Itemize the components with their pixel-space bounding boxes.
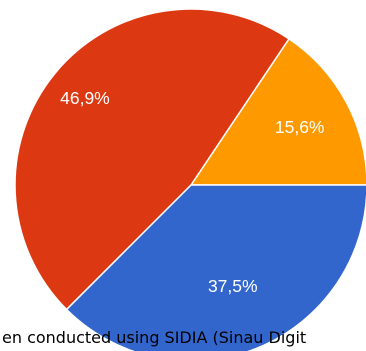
pie-slice bbox=[189, 37, 366, 186]
slice-label: 15,6% bbox=[275, 117, 325, 137]
caption-text: en conducted using SIDIA (Sinau Digit bbox=[2, 328, 306, 347]
pie-slice bbox=[14, 8, 291, 311]
slice-label: 46,9% bbox=[60, 88, 110, 108]
pie-slice bbox=[65, 184, 366, 351]
pie-slices bbox=[14, 8, 366, 351]
slice-label: 37,5% bbox=[208, 276, 258, 296]
pie-labels: 15,6% 37,5% 46,9% bbox=[60, 88, 324, 296]
